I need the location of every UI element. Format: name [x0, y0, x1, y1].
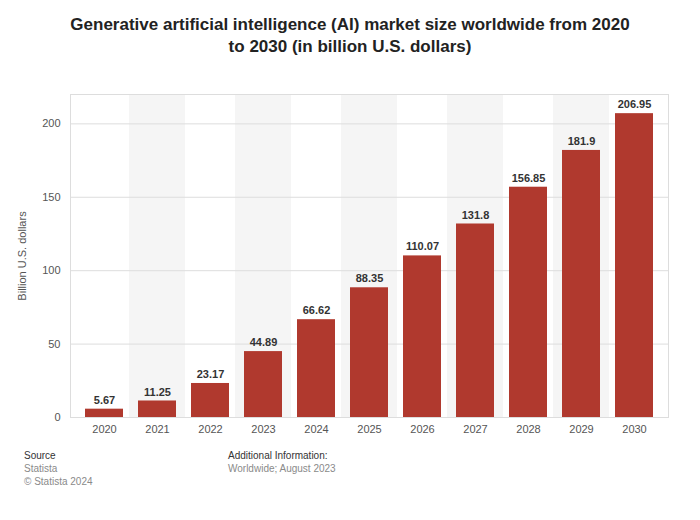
- svg-text:2023: 2023: [251, 423, 275, 435]
- svg-text:11.25: 11.25: [144, 386, 171, 398]
- html-text:Additional Information:: Additional Information:: [228, 450, 328, 461]
- svg-text:66.62: 66.62: [303, 304, 331, 316]
- html-text:Generative artificial intellig: Generative artificial intelligence (AI) …: [70, 15, 630, 56]
- svg-text:2029: 2029: [569, 423, 593, 435]
- svg-text:2021: 2021: [145, 423, 169, 435]
- html-text:© Statista 2024: © Statista 2024: [24, 476, 93, 487]
- html-text:Source: Source: [24, 450, 56, 461]
- svg-text:200: 200: [42, 117, 60, 129]
- svg-text:100: 100: [42, 264, 60, 276]
- svg-text:2030: 2030: [622, 423, 646, 435]
- html-text:Worldwide; August 2023: Worldwide; August 2023: [228, 463, 336, 474]
- svg-text:131.8: 131.8: [462, 209, 490, 221]
- svg-text:44.89: 44.89: [250, 336, 278, 348]
- svg-text:2026: 2026: [410, 423, 434, 435]
- svg-text:110.07: 110.07: [406, 240, 439, 252]
- svg-text:2028: 2028: [516, 423, 540, 435]
- svg-text:150: 150: [42, 191, 60, 203]
- svg-text:2024: 2024: [304, 423, 328, 435]
- svg-text:206.95: 206.95: [618, 98, 652, 110]
- svg-text:2025: 2025: [357, 423, 381, 435]
- svg-text:2020: 2020: [92, 423, 116, 435]
- svg-text:2022: 2022: [198, 423, 222, 435]
- svg-text:Billion U.S. dollars: Billion U.S. dollars: [16, 211, 28, 301]
- svg-text:2027: 2027: [463, 423, 487, 435]
- html-text:Statista: Statista: [24, 463, 58, 474]
- svg-text:156.85: 156.85: [512, 172, 546, 184]
- svg-text:181.9: 181.9: [568, 135, 596, 147]
- svg-text:5.67: 5.67: [94, 394, 115, 406]
- svg-text:0: 0: [54, 411, 60, 423]
- svg-text:23.17: 23.17: [197, 368, 225, 380]
- svg-text:88.35: 88.35: [356, 272, 384, 284]
- svg-text:50: 50: [48, 338, 60, 350]
